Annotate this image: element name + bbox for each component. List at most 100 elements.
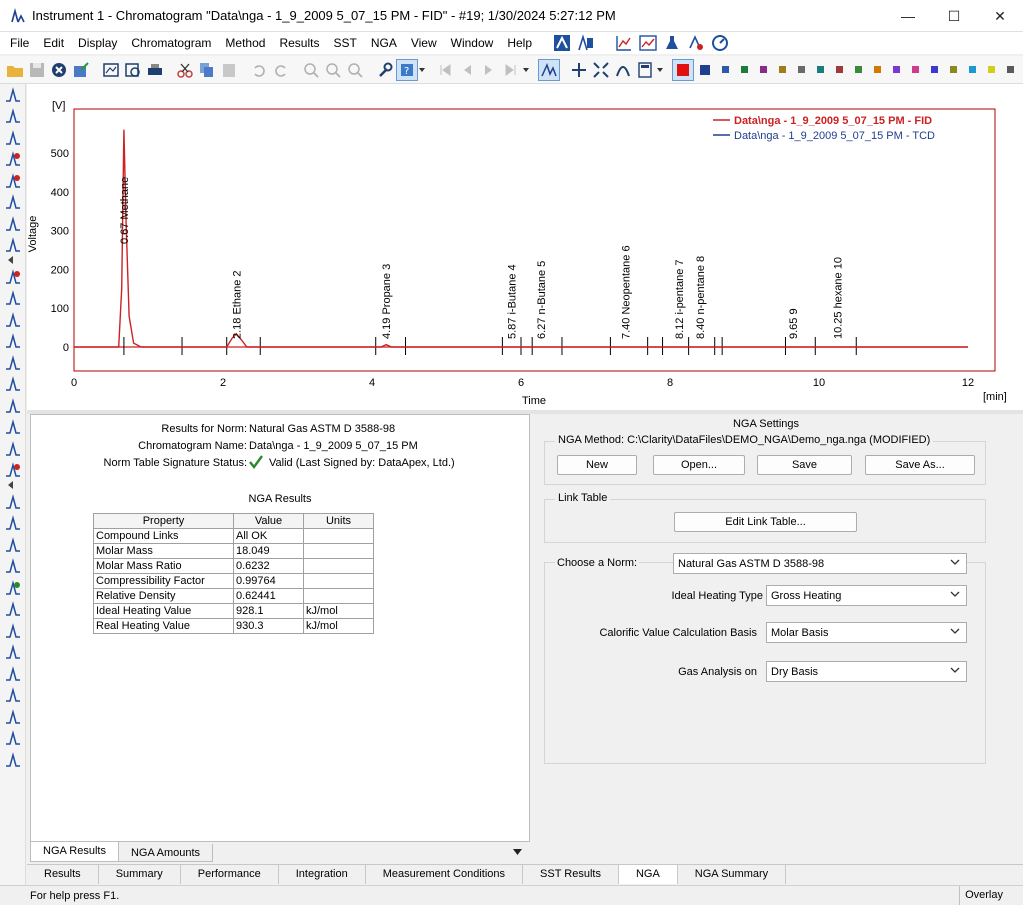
peak-icon[interactable] — [0, 84, 26, 106]
redo-icon[interactable] — [270, 59, 292, 81]
toolbar-scroll-button[interactable] — [0, 256, 26, 266]
threshold-icon[interactable] — [0, 556, 26, 578]
method-setup-icon[interactable] — [553, 34, 571, 52]
menu-view[interactable]: View — [410, 36, 437, 50]
palette-color-swatch[interactable] — [912, 66, 919, 73]
flask-icon[interactable] — [663, 34, 681, 52]
menu-results[interactable]: Results — [279, 36, 320, 50]
palette-color-swatch[interactable] — [893, 66, 900, 73]
remove-peak-icon[interactable] — [0, 266, 26, 288]
undo-icon[interactable] — [248, 59, 270, 81]
signal-icon[interactable] — [612, 59, 634, 81]
sg-icon[interactable] — [0, 706, 26, 728]
tab-nga-summary[interactable]: NGA Summary — [678, 865, 787, 884]
n-peak-icon[interactable] — [0, 192, 26, 214]
together-icon[interactable] — [0, 127, 26, 149]
palette-color-swatch[interactable] — [779, 66, 786, 73]
menu-sst[interactable]: SST — [333, 36, 357, 50]
table-row[interactable]: Compressibility Factor 0.99764 — [93, 573, 374, 589]
tab-summary[interactable]: Summary — [99, 865, 181, 884]
add-peak-icon[interactable] — [0, 149, 26, 171]
maximize-button[interactable]: ☐ — [947, 7, 961, 24]
calorific-basis-select[interactable]: Molar Basis — [766, 622, 967, 643]
tab-sst-results[interactable]: SST Results — [523, 865, 619, 884]
menu-chromatogram[interactable]: Chromatogram — [131, 36, 212, 50]
chart-window-icon[interactable] — [639, 34, 657, 52]
save-as-button[interactable]: Save As... — [865, 455, 975, 475]
report-icon[interactable] — [100, 59, 122, 81]
gauge-icon[interactable] — [711, 34, 729, 52]
match-icon[interactable] — [0, 620, 26, 642]
table-row[interactable]: Real Heating Value 930.3 kJ/mol — [93, 618, 374, 634]
table-row[interactable]: Molar Mass 18.049 — [93, 543, 374, 559]
palette-color-swatch[interactable] — [722, 66, 729, 73]
ma-icon[interactable] — [0, 728, 26, 750]
dropdown-arrow-icon[interactable] — [656, 59, 664, 81]
close-button[interactable]: ✕ — [994, 7, 1006, 24]
menu-edit[interactable]: Edit — [43, 36, 65, 50]
export-icon[interactable] — [0, 749, 26, 771]
zoom-in-icon[interactable] — [300, 59, 322, 81]
menu-display[interactable]: Display — [78, 36, 118, 50]
calculator-icon[interactable] — [634, 59, 656, 81]
g-peak-icon[interactable] — [0, 235, 26, 257]
heating-type-select[interactable]: Gross Heating — [766, 585, 967, 606]
table-row[interactable]: Compound Links All OK — [93, 528, 374, 544]
palette-color-swatch[interactable] — [855, 66, 862, 73]
deconvolution-icon[interactable] — [0, 642, 26, 664]
save-icon[interactable] — [26, 59, 48, 81]
print-preview-icon[interactable] — [122, 59, 144, 81]
gas-analysis-select[interactable]: Dry Basis — [766, 661, 967, 682]
sequence-icon[interactable] — [687, 34, 705, 52]
negative-peak-icon[interactable] — [0, 438, 26, 460]
zoom-out-icon[interactable] — [322, 59, 344, 81]
palette-color-swatch[interactable] — [798, 66, 805, 73]
add-negative-icon[interactable] — [0, 170, 26, 192]
s-peak-icon[interactable] — [0, 213, 26, 235]
send-icon[interactable] — [70, 59, 92, 81]
palette-color-swatch[interactable] — [741, 66, 748, 73]
table-row[interactable]: Molar Mass Ratio 0.6232 — [93, 558, 374, 574]
slope-icon[interactable] — [0, 534, 26, 556]
calibration-icon[interactable] — [577, 34, 595, 52]
palette-color-swatch[interactable] — [950, 66, 957, 73]
save-button[interactable]: Save — [757, 455, 852, 475]
copy-icon[interactable] — [196, 59, 218, 81]
tab-overflow-icon[interactable] — [513, 844, 522, 858]
move-icon[interactable] — [568, 59, 590, 81]
palette-color-swatch[interactable] — [931, 66, 938, 73]
splitter[interactable] — [27, 410, 1023, 414]
menu-help[interactable]: Help — [507, 36, 532, 50]
unzoom-icon[interactable] — [344, 59, 366, 81]
menu-file[interactable]: File — [10, 36, 30, 50]
tab-nga-results[interactable]: NGA Results — [30, 842, 119, 862]
menu-method[interactable]: Method — [225, 36, 266, 50]
chromatogram-graph[interactable]: [V] Voltage Time [min] 0 100 200 300 400 500 0 2 4 6 8… — [27, 84, 1023, 410]
tab-results[interactable]: Results — [27, 865, 99, 884]
table-row[interactable]: Relative Density 0.62441 — [93, 588, 374, 604]
palette-color-swatch[interactable] — [988, 66, 995, 73]
tab-nga[interactable]: NGA — [618, 865, 678, 884]
dropdown-arrow-icon[interactable] — [418, 59, 426, 81]
tab-performance[interactable]: Performance — [181, 865, 279, 884]
shift-icon[interactable] — [0, 513, 26, 535]
valley-icon[interactable] — [0, 106, 26, 128]
graph-icon[interactable] — [615, 34, 633, 52]
previous-icon[interactable] — [456, 59, 478, 81]
help-pointer-icon[interactable]: ? — [396, 58, 418, 81]
first-icon[interactable] — [434, 59, 456, 81]
width-icon[interactable] — [0, 491, 26, 513]
palette-color-swatch[interactable] — [874, 66, 881, 73]
fft-icon[interactable] — [0, 685, 26, 707]
split-icon[interactable] — [0, 331, 26, 353]
palette-color-swatch[interactable] — [969, 66, 976, 73]
print-icon[interactable] — [144, 59, 166, 81]
cut-icon[interactable] — [174, 59, 196, 81]
integration-icon[interactable] — [538, 58, 560, 81]
front-tangent-icon[interactable] — [0, 309, 26, 331]
tangent-icon[interactable] — [0, 288, 26, 310]
color-blue-icon[interactable] — [694, 59, 716, 81]
toolbar-scroll-button[interactable] — [0, 481, 26, 491]
minimize-button[interactable]: — — [901, 8, 915, 24]
new-button[interactable]: New — [557, 455, 637, 475]
